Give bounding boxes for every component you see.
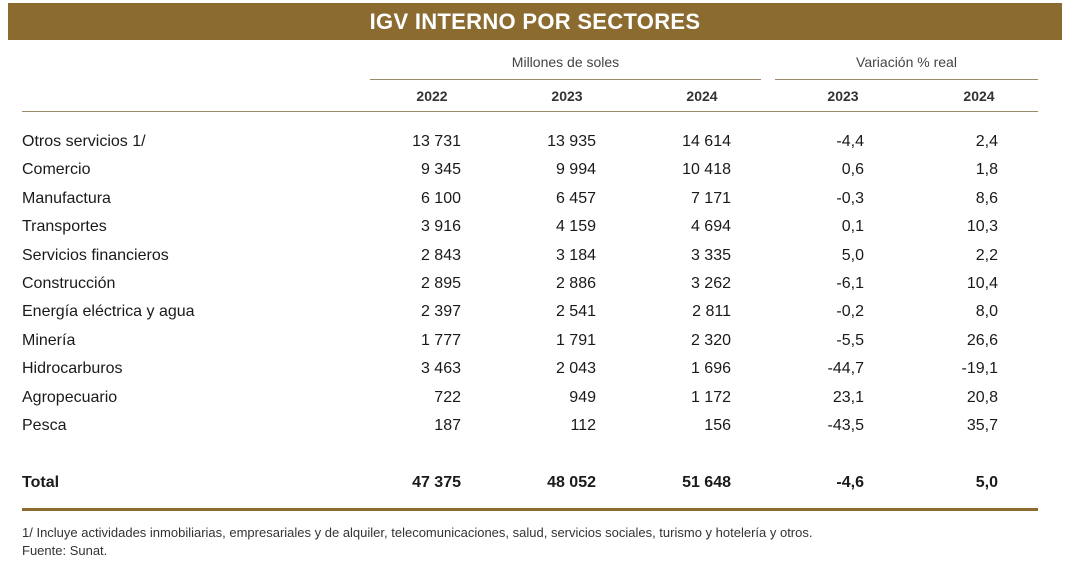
cell-2024: 156 — [704, 416, 731, 434]
cell-2023: 1 791 — [555, 331, 596, 349]
cell-2022: 3 463 — [420, 360, 461, 378]
cell-2024: 7 171 — [690, 189, 731, 207]
cell-var-2023: 23,1 — [832, 388, 864, 406]
cell-2023: 6 457 — [555, 189, 596, 207]
footnote: 1/ Incluye actividades inmobiliarias, em… — [22, 525, 813, 540]
table-body: Otros servicios 1/ 13 731 13 935 14 614 … — [0, 128, 1080, 440]
table-row: Energía eléctrica y agua 2 397 2 541 2 8… — [0, 298, 1080, 326]
cell-2022: 3 916 — [420, 218, 461, 236]
cell-var-2024: 8,6 — [975, 189, 998, 207]
row-label: Pesca — [22, 416, 67, 434]
table-row: Comercio 9 345 9 994 10 418 0,6 1,8 — [0, 156, 1080, 184]
row-label: Otros servicios 1/ — [22, 133, 146, 150]
cell-2022: 1 777 — [420, 331, 461, 349]
table-bottom-rule — [22, 508, 1038, 511]
cell-2022: 13 731 — [412, 133, 461, 150]
table-row: Transportes 3 916 4 159 4 694 0,1 10,3 — [0, 213, 1080, 241]
cell-var-2023: -44,7 — [827, 360, 864, 378]
row-label: Hidrocarburos — [22, 360, 123, 378]
total-2023: 48 052 — [547, 474, 596, 491]
cell-2024: 10 418 — [682, 161, 731, 179]
cell-var-2024: 26,6 — [966, 331, 998, 349]
cell-var-2023: 0,6 — [841, 161, 864, 179]
cell-2022: 187 — [434, 416, 461, 434]
header-millones-de-soles: Millones de soles — [511, 54, 620, 70]
header-variacion-real: Variación % real — [856, 54, 957, 70]
cell-2024: 4 694 — [690, 218, 731, 236]
column-header-var-2024: 2024 — [963, 88, 995, 104]
cell-2023: 112 — [570, 416, 596, 434]
cell-var-2024: 20,8 — [966, 388, 998, 406]
cell-var-2023: -4,4 — [836, 133, 864, 150]
cell-2024: 1 696 — [690, 360, 731, 378]
cell-2022: 2 397 — [420, 303, 461, 321]
total-row: Total 47 375 48 052 51 648 -4,6 5,0 — [0, 469, 1080, 497]
table-title: IGV INTERNO POR SECTORES — [8, 3, 1062, 40]
cell-var-2023: -6,1 — [836, 274, 864, 292]
cell-2024: 14 614 — [682, 133, 731, 150]
cell-var-2023: 5,0 — [841, 246, 864, 264]
row-label: Energía eléctrica y agua — [22, 303, 195, 321]
cell-var-2023: -0,3 — [836, 189, 864, 207]
cell-2022: 2 843 — [420, 246, 461, 264]
cell-2023: 3 184 — [555, 246, 596, 264]
cell-var-2024: 2,2 — [975, 246, 998, 264]
cell-var-2023: -5,5 — [836, 331, 864, 349]
cell-2024: 1 172 — [690, 388, 731, 406]
cell-2024: 2 320 — [690, 331, 731, 349]
table-row: Servicios financieros 2 843 3 184 3 335 … — [0, 242, 1080, 270]
cell-2024: 3 335 — [690, 246, 731, 264]
source-note: Fuente: Sunat. — [22, 543, 108, 558]
column-header-var-2023: 2023 — [827, 88, 859, 104]
header-bottom-rule — [22, 111, 1038, 112]
header-rule-millones — [370, 79, 761, 80]
cell-var-2024: 10,3 — [966, 218, 998, 236]
column-header-2022: 2022 — [416, 88, 448, 104]
header-rule-variacion — [775, 79, 1038, 80]
cell-var-2024: 1,8 — [975, 161, 998, 179]
row-label: Agropecuario — [22, 388, 118, 406]
cell-var-2023: -43,5 — [827, 416, 864, 434]
cell-2023: 2 886 — [555, 274, 596, 292]
cell-var-2024: -19,1 — [961, 360, 998, 378]
cell-2024: 3 262 — [690, 274, 731, 292]
table-row: Manufactura 6 100 6 457 7 171 -0,3 8,6 — [0, 185, 1080, 213]
row-label: Servicios financieros — [22, 246, 169, 264]
cell-var-2024: 8,0 — [975, 303, 998, 321]
row-label: Transportes — [22, 218, 107, 236]
column-header-2024: 2024 — [686, 88, 718, 104]
table-row: Agropecuario 722 949 1 172 23,1 20,8 — [0, 384, 1080, 412]
total-2024: 51 648 — [682, 474, 731, 491]
cell-2023: 13 935 — [547, 133, 596, 150]
total-var-2024: 5,0 — [975, 474, 998, 491]
cell-2022: 6 100 — [420, 189, 461, 207]
table-row: Otros servicios 1/ 13 731 13 935 14 614 … — [0, 128, 1080, 156]
cell-2022: 2 895 — [420, 274, 461, 292]
cell-var-2024: 35,7 — [966, 416, 998, 434]
cell-2023: 9 994 — [555, 161, 596, 179]
cell-var-2023: 0,1 — [841, 218, 864, 236]
column-header-2023: 2023 — [551, 88, 583, 104]
cell-var-2024: 10,4 — [966, 274, 998, 292]
cell-var-2024: 2,4 — [975, 133, 998, 150]
table-row: Construcción 2 895 2 886 3 262 -6,1 10,4 — [0, 270, 1080, 298]
row-label: Comercio — [22, 161, 91, 179]
row-label: Manufactura — [22, 189, 111, 207]
cell-2022: 722 — [434, 388, 461, 406]
total-2022: 47 375 — [412, 474, 461, 491]
cell-2024: 2 811 — [692, 303, 731, 321]
row-label: Construcción — [22, 274, 116, 292]
table-row: Hidrocarburos 3 463 2 043 1 696 -44,7 -1… — [0, 355, 1080, 383]
total-label: Total — [22, 474, 60, 491]
cell-2023: 2 043 — [555, 360, 596, 378]
cell-var-2023: -0,2 — [836, 303, 864, 321]
cell-2022: 9 345 — [420, 161, 461, 179]
table-row: Minería 1 777 1 791 2 320 -5,5 26,6 — [0, 327, 1080, 355]
table-row: Pesca 187 112 156 -43,5 35,7 — [0, 412, 1080, 440]
total-var-2023: -4,6 — [836, 474, 864, 491]
cell-2023: 4 159 — [555, 218, 596, 236]
cell-2023: 949 — [569, 388, 596, 406]
row-label: Minería — [22, 331, 76, 349]
cell-2023: 2 541 — [555, 303, 596, 321]
